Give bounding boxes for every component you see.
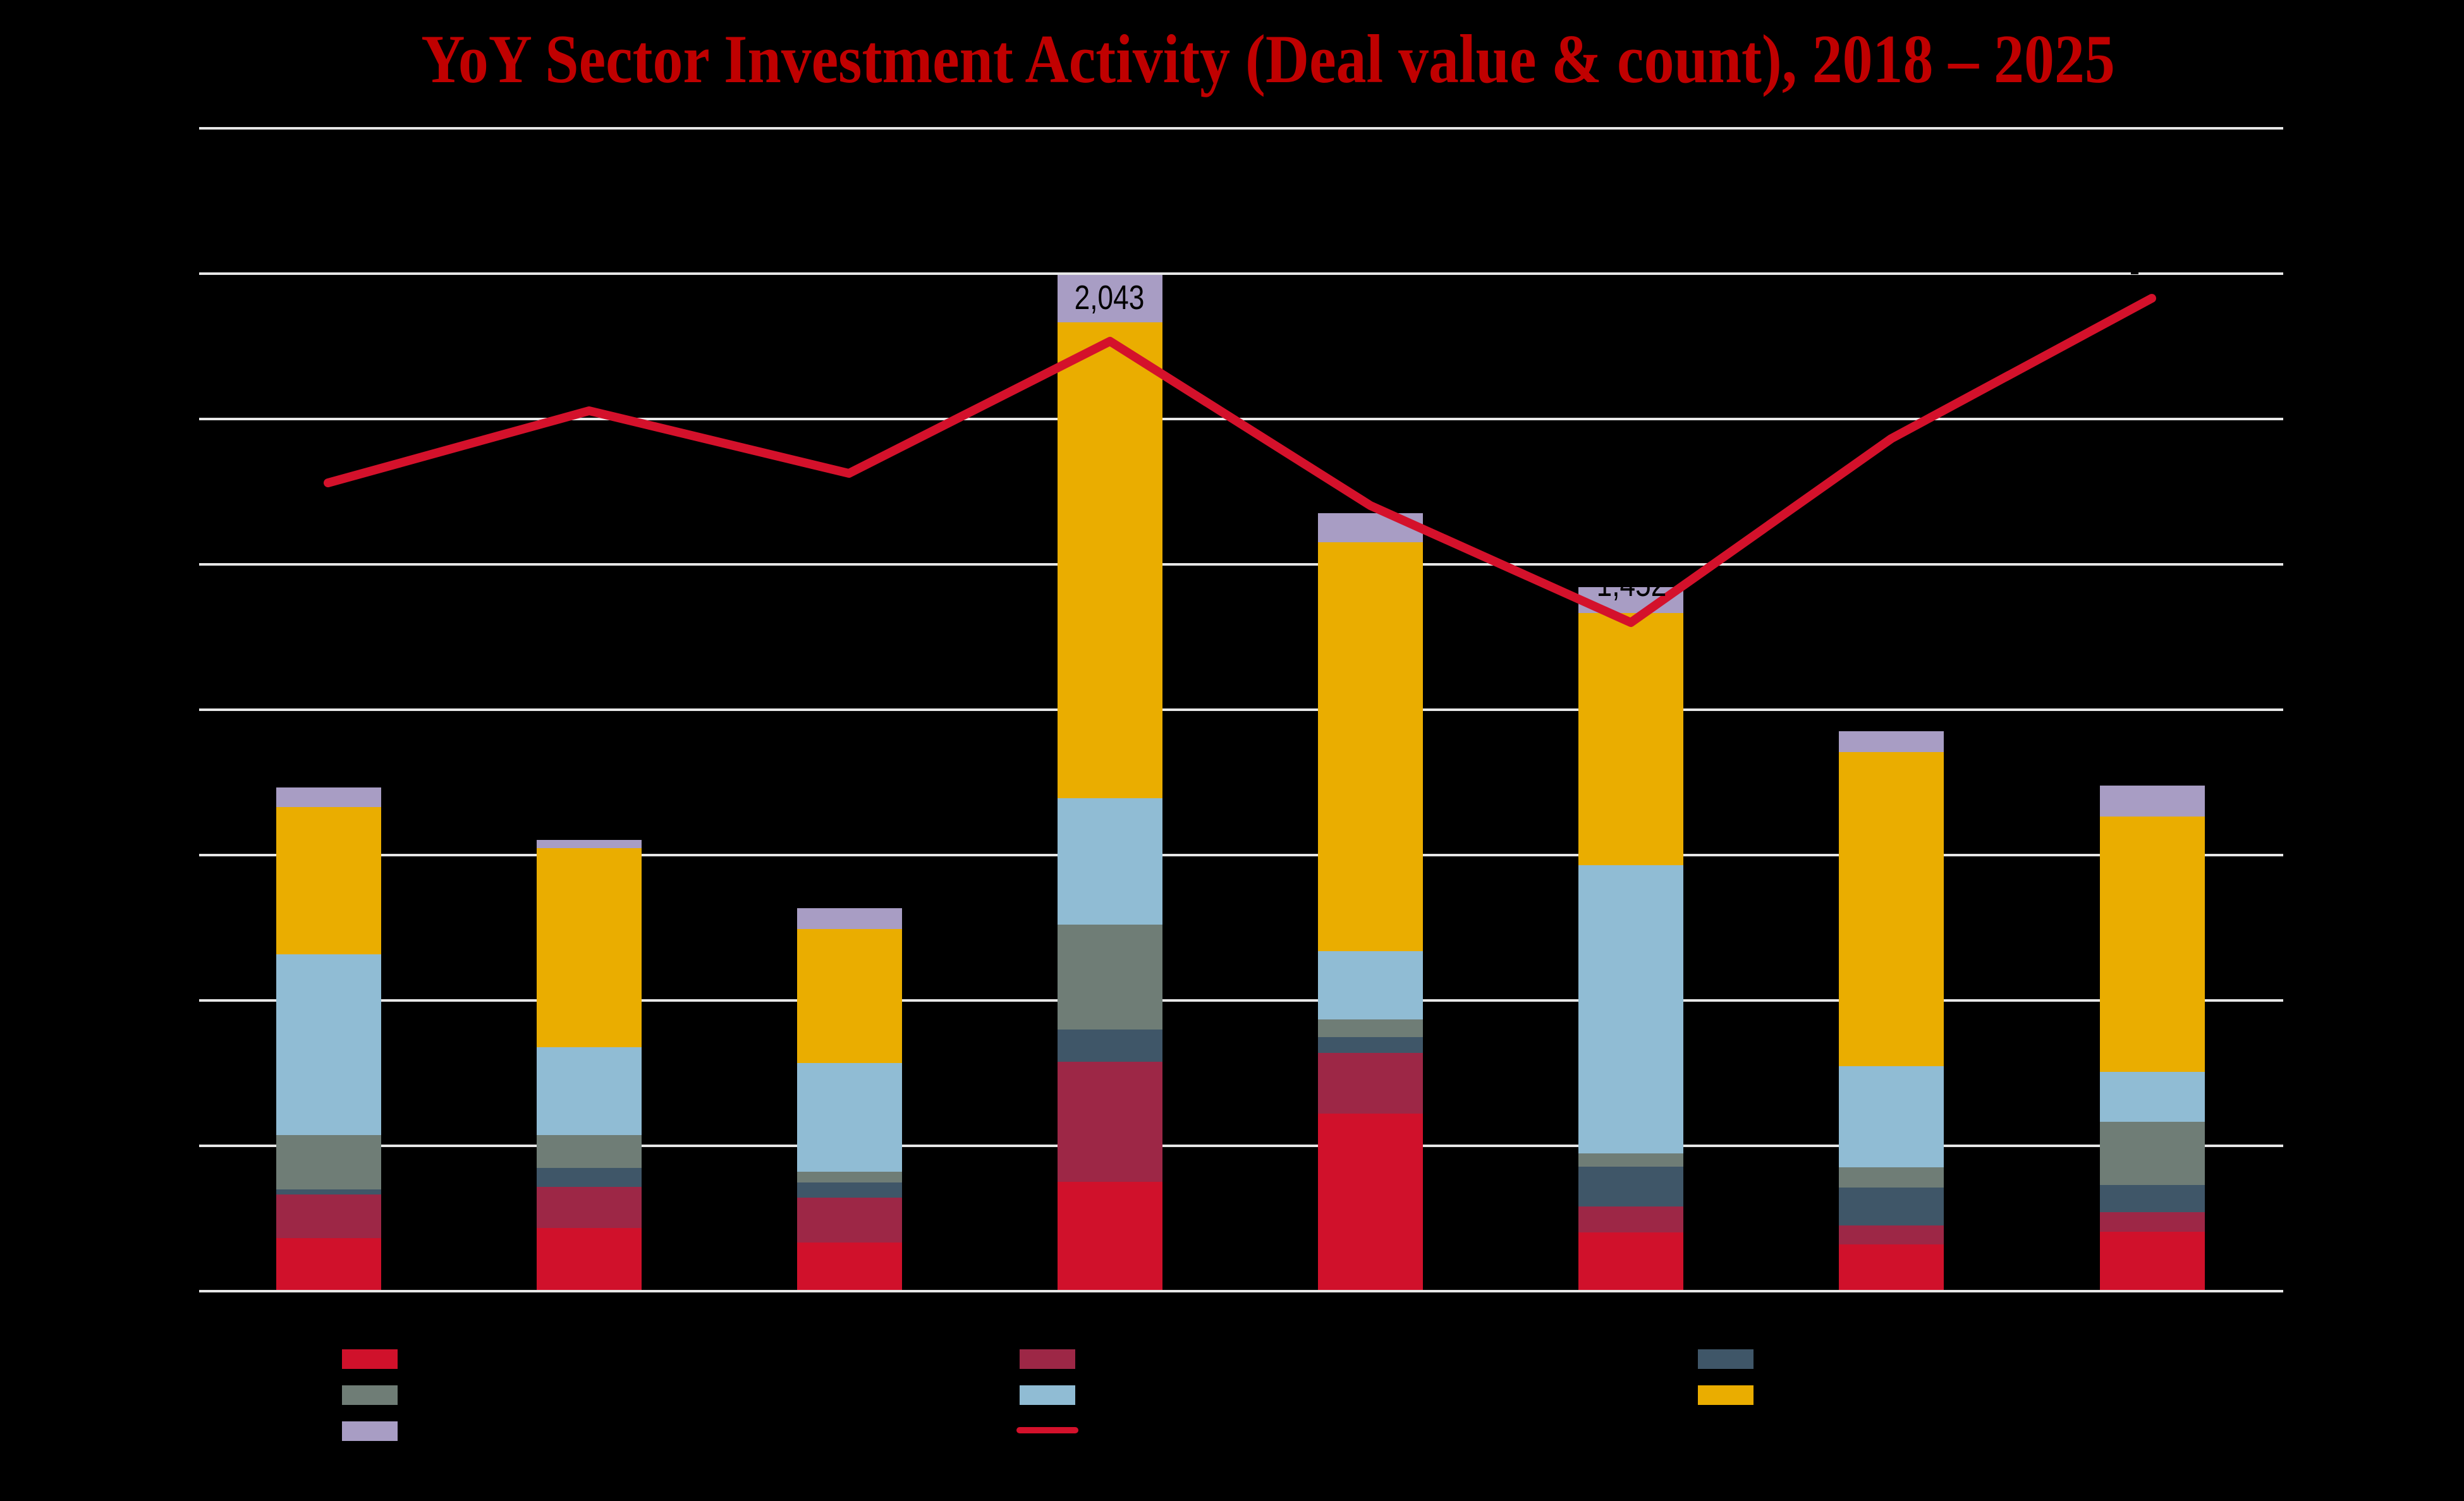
svg-text:YoY Sector Investment Activity: YoY Sector Investment Activity (Deal val… xyxy=(421,21,2115,97)
svg-text:2,043: 2,043 xyxy=(1075,279,1145,317)
svg-text:1,452: 1,452 xyxy=(1597,566,1667,604)
